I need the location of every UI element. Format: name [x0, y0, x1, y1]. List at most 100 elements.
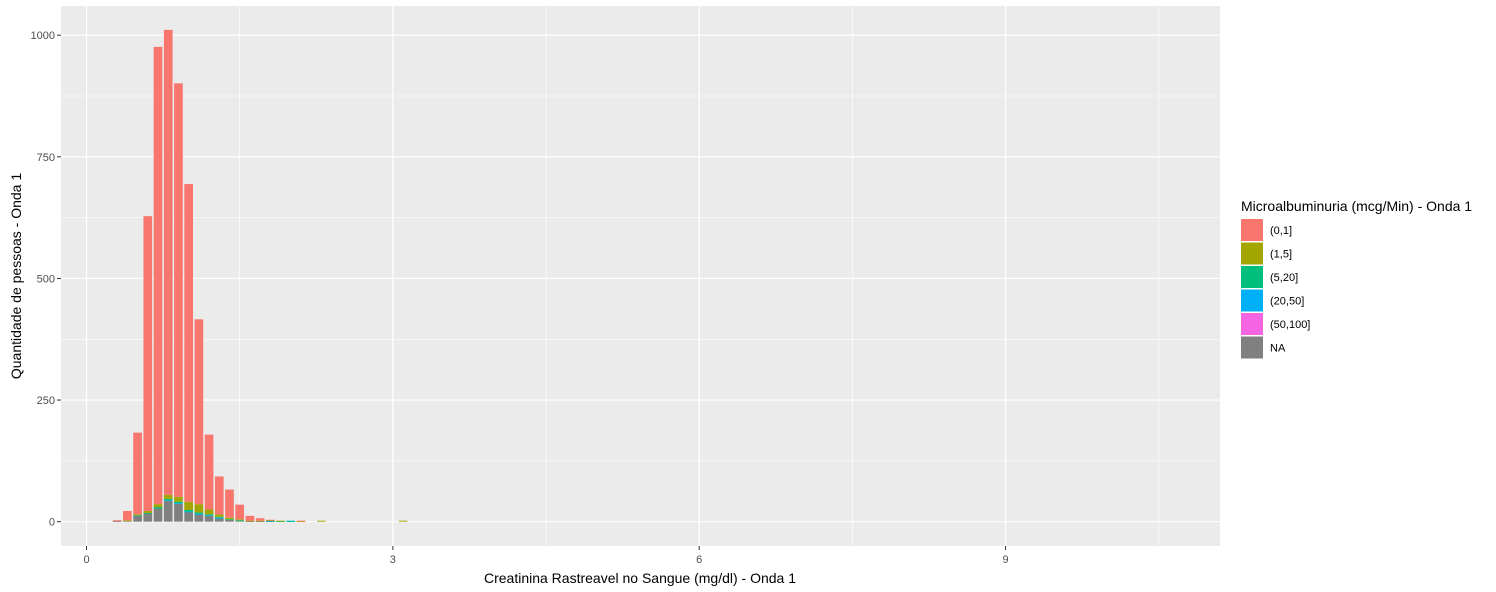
bar-segment: [133, 432, 142, 515]
bar-segment: [245, 521, 255, 522]
plot-panel: [61, 6, 1220, 546]
bar-segment: [143, 510, 153, 513]
bar-segment: [204, 434, 214, 510]
bar-segment: [235, 520, 245, 522]
bar-segment: [276, 521, 285, 522]
bar-segment: [225, 519, 234, 522]
bar-segment: [153, 508, 163, 522]
bar-segment: [174, 496, 183, 502]
bar-segment: [265, 520, 275, 522]
bar-segment: [133, 515, 142, 522]
legend: (0,1] (1,5] (5,20] (20,50] (50,100] NA: [1241, 219, 1310, 359]
bar-segment: [153, 46, 163, 505]
bar-segment: [163, 500, 173, 502]
bar-segment: [204, 515, 214, 522]
bar-segment: [163, 494, 173, 499]
bar-segment: [174, 503, 183, 522]
bar-segment: [214, 517, 224, 519]
bar-segment: [133, 515, 142, 517]
legend-label: (0,1]: [1270, 225, 1292, 237]
bar-segment: [194, 504, 204, 513]
bar-segment: [174, 503, 183, 504]
bar-segment: [296, 521, 306, 522]
x-tick-label: 9: [1002, 554, 1008, 566]
bar-segment: [235, 519, 245, 521]
x-axis: 0 3 6 9: [83, 546, 1009, 566]
y-tick-label: 250: [37, 395, 55, 407]
bar-segment: [225, 489, 234, 518]
bar-segment: [123, 520, 132, 522]
bar-segment: [235, 504, 245, 520]
bar-segment: [204, 509, 214, 515]
legend-key: [1241, 289, 1263, 312]
bar-segment: [153, 507, 163, 509]
bar-segment: [296, 520, 306, 522]
legend-key: [1241, 336, 1263, 359]
bars: [112, 29, 408, 522]
legend-label: (1,5]: [1270, 249, 1292, 261]
bar-segment: [276, 520, 285, 522]
bar-segment: [255, 521, 265, 522]
legend-label: (50,100]: [1270, 319, 1310, 331]
x-axis-title: Creatinina Rastreavel no Sangue (mg/dl) …: [484, 570, 796, 586]
bar-segment: [112, 521, 122, 522]
bar-segment: [204, 515, 214, 517]
y-tick-label: 1000: [31, 30, 55, 42]
bar-segment: [204, 514, 214, 516]
bar-segment: [112, 520, 122, 522]
grid-minor: [61, 6, 1220, 546]
bar-segment: [225, 517, 234, 520]
y-tick-label: 500: [37, 273, 55, 285]
y-axis-title: Quantidade de pessoas - Onda 1: [8, 173, 24, 379]
bar-segment: [143, 512, 153, 514]
bar-segment: [225, 519, 234, 521]
legend-key: [1241, 242, 1263, 265]
legend-key: [1241, 313, 1263, 335]
bar-segment: [123, 520, 132, 522]
bar-segment: [194, 512, 204, 514]
bar-segment: [235, 520, 245, 522]
bar-segment: [214, 516, 224, 518]
bar-segment: [123, 510, 132, 521]
bar-segment: [265, 520, 275, 522]
bar-segment: [398, 520, 408, 522]
bar-segment: [184, 184, 193, 502]
bar-segment: [265, 519, 275, 521]
legend-label: NA: [1270, 343, 1286, 355]
bar-segment: [265, 521, 275, 522]
bar-segment: [286, 521, 296, 522]
bar-segment: [214, 476, 224, 515]
bar-segment: [163, 498, 173, 501]
bar-segment: [163, 29, 173, 495]
bar-segment: [184, 511, 193, 522]
bar-segment: [184, 510, 193, 512]
x-tick-label: 3: [390, 554, 396, 566]
bar-segment: [255, 518, 265, 521]
legend-key: [1241, 266, 1263, 288]
y-axis: 0 250 500 750 1000: [31, 30, 61, 529]
bar-segment: [214, 514, 224, 517]
x-tick-label: 6: [696, 554, 702, 566]
bar-segment: [174, 83, 183, 497]
bar-segment: [194, 319, 204, 505]
x-tick-label: 0: [83, 554, 89, 566]
bar-segment: [194, 514, 204, 522]
bar-segment: [245, 520, 255, 522]
bar-segment: [317, 520, 326, 522]
legend-title: Microalbuminuria (mcg/Min) - Onda 1: [1241, 198, 1472, 214]
bar-segment: [143, 216, 153, 511]
bar-segment: [184, 501, 193, 510]
legend-label: (5,20]: [1270, 272, 1298, 284]
bar-segment: [255, 520, 265, 522]
y-tick-label: 0: [49, 517, 55, 529]
bar-segment: [153, 504, 163, 508]
bar-segment: [245, 515, 255, 521]
bar-segment: [143, 513, 153, 522]
bar-segment: [214, 518, 224, 522]
bar-segment: [184, 511, 193, 513]
legend-key: [1241, 219, 1263, 241]
bar-segment: [286, 520, 296, 522]
bar-segment: [194, 513, 204, 515]
legend-label: (20,50]: [1270, 296, 1304, 308]
